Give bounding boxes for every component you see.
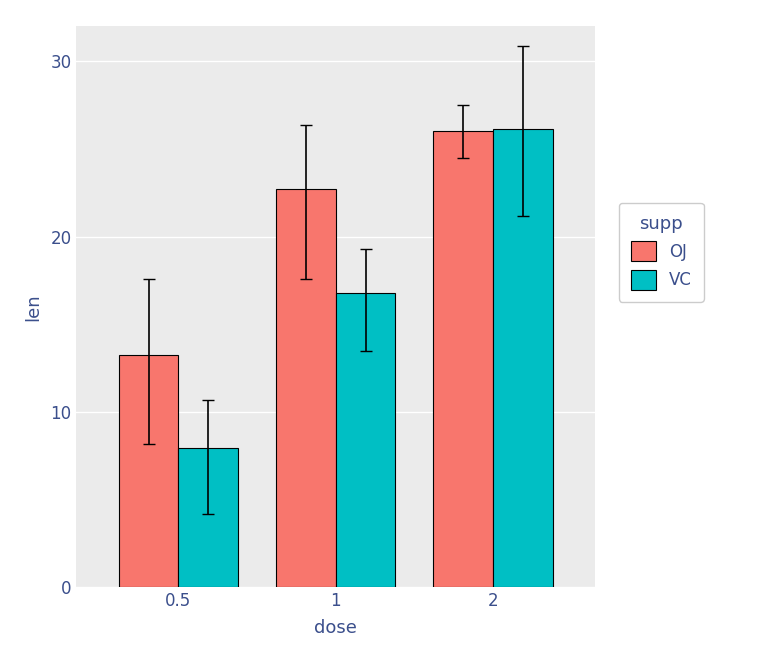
Bar: [493, 129, 552, 587]
Bar: [179, 447, 238, 587]
Bar: [433, 131, 493, 587]
Legend: OJ, VC: OJ, VC: [619, 203, 703, 302]
Bar: [276, 189, 336, 587]
Bar: [336, 294, 395, 587]
X-axis label: dose: dose: [314, 618, 357, 637]
Y-axis label: len: len: [24, 293, 42, 321]
Bar: [119, 356, 179, 587]
